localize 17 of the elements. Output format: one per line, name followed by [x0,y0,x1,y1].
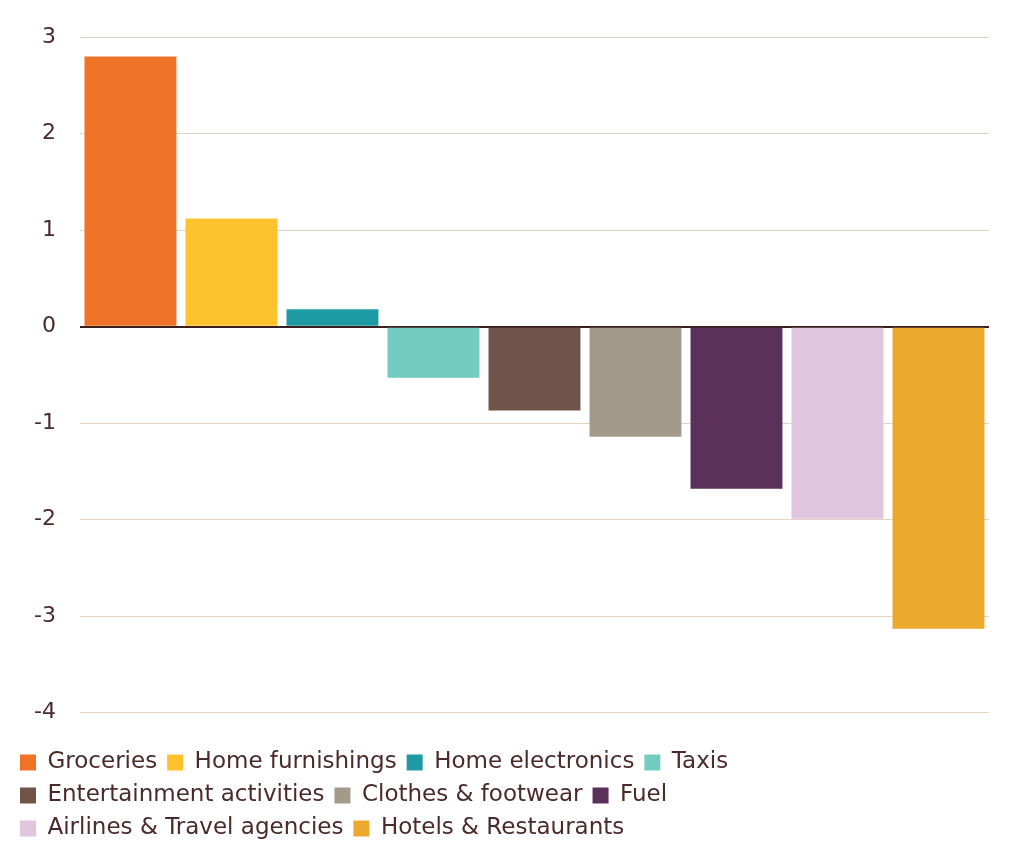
y-tick-label: 2 [41,119,56,145]
legend-label: Home furnishings [194,747,397,774]
legend-label: Hotels & Restaurants [380,813,625,840]
y-tick-label: -4 [34,698,56,724]
legend-label: Home electronics [434,747,635,774]
y-tick-label: 0 [41,312,56,338]
y-tick-label: -3 [34,601,56,627]
y-tick-label: 1 [41,215,56,241]
legend-label: Fuel [620,780,668,807]
y-tick-label: -2 [34,505,56,531]
legend-label: Entertainment activities [47,780,325,807]
legend-label: Taxis [670,747,729,774]
legend-label: Groceries [47,747,158,774]
y-tick-label: -1 [34,408,56,434]
y-tick-label: 3 [41,22,56,48]
legend-label: Clothes & footwear [361,780,584,807]
legend-label: Airlines & Travel agencies [47,813,344,840]
